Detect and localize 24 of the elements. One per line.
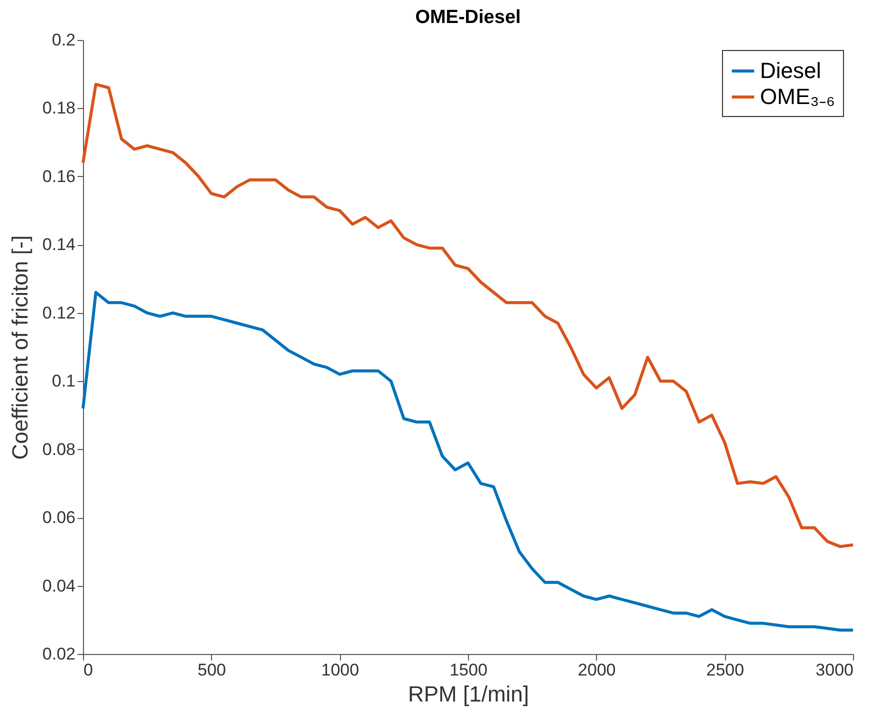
- x-tick-label: 500: [198, 660, 226, 680]
- x-tick-label: 3000: [816, 660, 854, 680]
- chart-title: OME-Diesel: [415, 7, 521, 28]
- x-tick-label: 1000: [321, 660, 360, 680]
- x-tick-label: 2000: [578, 660, 616, 680]
- legend-label: OME₃₋₆: [760, 84, 835, 109]
- y-axis-title: Coefficient of friciton [-]: [7, 235, 32, 460]
- x-axis-title: RPM [1/min]: [408, 682, 530, 706]
- y-tick-label: 0.1: [52, 372, 76, 391]
- legend-label: Diesel: [760, 58, 822, 83]
- y-tick-label: 0.12: [42, 303, 76, 322]
- y-tick-label: 0.04: [42, 576, 76, 596]
- line-series: [82, 82, 854, 548]
- x-tick-label: 0: [84, 660, 93, 680]
- y-tick-label: 0.08: [42, 440, 76, 459]
- x-tick-label: 2500: [706, 660, 744, 680]
- y-tick-label: 0.14: [42, 235, 76, 254]
- y-tick-label: 0.06: [42, 508, 76, 528]
- y-tick-label: 0.16: [42, 166, 76, 186]
- line-series: [82, 290, 854, 632]
- y-tick-label: 0.18: [42, 98, 76, 118]
- y-tick-label: 0.2: [52, 30, 76, 50]
- x-tick-label: 1500: [450, 660, 488, 680]
- y-tick-label: 0.02: [42, 644, 76, 664]
